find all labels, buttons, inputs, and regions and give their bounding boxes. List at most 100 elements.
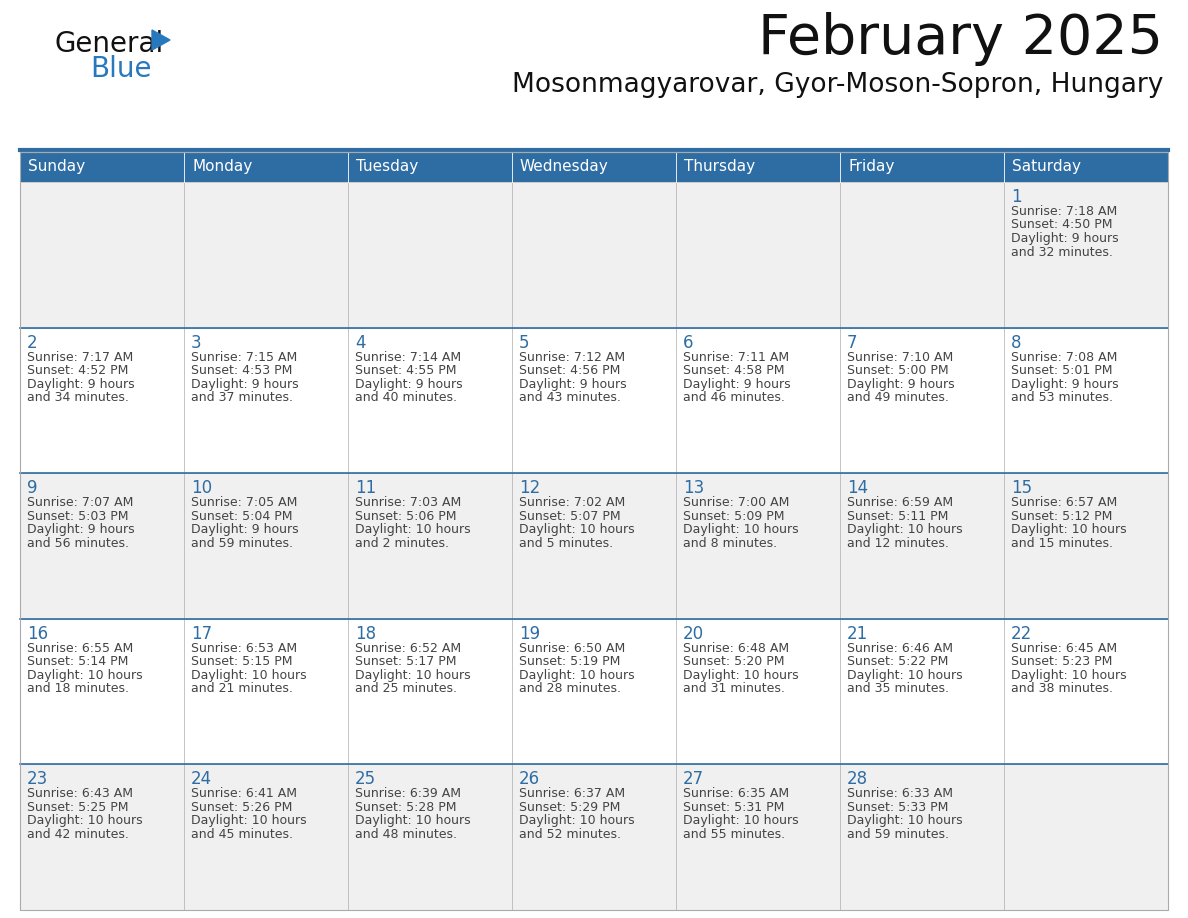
Text: Daylight: 10 hours: Daylight: 10 hours (683, 669, 798, 682)
Text: and 59 minutes.: and 59 minutes. (191, 537, 293, 550)
Text: Sunset: 4:50 PM: Sunset: 4:50 PM (1011, 218, 1112, 231)
Text: 19: 19 (519, 625, 541, 643)
Text: Sunrise: 7:10 AM: Sunrise: 7:10 AM (847, 351, 953, 364)
Text: Sunrise: 6:59 AM: Sunrise: 6:59 AM (847, 497, 953, 509)
Text: Blue: Blue (90, 55, 152, 83)
Text: Daylight: 10 hours: Daylight: 10 hours (191, 669, 307, 682)
Text: 28: 28 (847, 770, 868, 789)
Text: Sunrise: 7:17 AM: Sunrise: 7:17 AM (27, 351, 133, 364)
Bar (348, 765, 512, 910)
Bar (20, 619, 184, 765)
Text: Daylight: 10 hours: Daylight: 10 hours (847, 814, 962, 827)
Bar (676, 328, 840, 473)
Text: Daylight: 9 hours: Daylight: 9 hours (191, 377, 298, 390)
Text: Daylight: 9 hours: Daylight: 9 hours (1011, 377, 1119, 390)
Text: 23: 23 (27, 770, 49, 789)
Text: Daylight: 9 hours: Daylight: 9 hours (191, 523, 298, 536)
Text: Sunset: 5:06 PM: Sunset: 5:06 PM (355, 509, 456, 522)
Text: February 2025: February 2025 (758, 12, 1163, 66)
Text: and 34 minutes.: and 34 minutes. (27, 391, 128, 404)
Text: Daylight: 10 hours: Daylight: 10 hours (683, 814, 798, 827)
Text: Daylight: 10 hours: Daylight: 10 hours (1011, 669, 1126, 682)
Bar (20, 765, 184, 910)
Text: General: General (55, 30, 164, 58)
Bar (20, 152, 1168, 910)
Text: Sunset: 4:58 PM: Sunset: 4:58 PM (683, 364, 784, 377)
Bar (676, 152, 840, 182)
Text: Sunrise: 6:50 AM: Sunrise: 6:50 AM (519, 642, 625, 655)
Text: Daylight: 9 hours: Daylight: 9 hours (27, 523, 134, 536)
Text: Sunrise: 6:37 AM: Sunrise: 6:37 AM (519, 788, 625, 800)
Text: and 35 minutes.: and 35 minutes. (847, 682, 949, 695)
Text: Wednesday: Wednesday (520, 160, 608, 174)
Text: and 38 minutes.: and 38 minutes. (1011, 682, 1113, 695)
Text: Sunset: 5:17 PM: Sunset: 5:17 PM (355, 655, 456, 668)
Text: Sunset: 5:20 PM: Sunset: 5:20 PM (683, 655, 784, 668)
Text: 2: 2 (27, 333, 38, 352)
Bar (184, 619, 348, 765)
Bar (1004, 765, 1168, 910)
Bar (840, 328, 1004, 473)
Bar (512, 765, 676, 910)
Text: Sunrise: 7:00 AM: Sunrise: 7:00 AM (683, 497, 789, 509)
Bar (20, 182, 184, 328)
Bar (840, 473, 1004, 619)
Text: Sunset: 5:15 PM: Sunset: 5:15 PM (191, 655, 292, 668)
Text: Daylight: 9 hours: Daylight: 9 hours (355, 377, 462, 390)
Text: 1: 1 (1011, 188, 1022, 206)
Text: and 21 minutes.: and 21 minutes. (191, 682, 293, 695)
Text: and 37 minutes.: and 37 minutes. (191, 391, 293, 404)
Bar (840, 152, 1004, 182)
Bar (676, 473, 840, 619)
Text: Sunrise: 7:15 AM: Sunrise: 7:15 AM (191, 351, 297, 364)
Text: Sunset: 4:55 PM: Sunset: 4:55 PM (355, 364, 456, 377)
Text: Sunrise: 6:43 AM: Sunrise: 6:43 AM (27, 788, 133, 800)
Text: Sunset: 5:26 PM: Sunset: 5:26 PM (191, 800, 292, 814)
Bar (348, 619, 512, 765)
Text: Daylight: 10 hours: Daylight: 10 hours (519, 523, 634, 536)
Bar (184, 152, 348, 182)
Text: 3: 3 (191, 333, 202, 352)
Text: Daylight: 10 hours: Daylight: 10 hours (683, 523, 798, 536)
Text: Daylight: 10 hours: Daylight: 10 hours (355, 523, 470, 536)
Text: Daylight: 9 hours: Daylight: 9 hours (27, 377, 134, 390)
Bar (840, 182, 1004, 328)
Text: Daylight: 10 hours: Daylight: 10 hours (27, 814, 143, 827)
Text: Sunset: 5:22 PM: Sunset: 5:22 PM (847, 655, 948, 668)
Bar (1004, 473, 1168, 619)
Text: Sunrise: 6:45 AM: Sunrise: 6:45 AM (1011, 642, 1117, 655)
Text: 26: 26 (519, 770, 541, 789)
Text: Sunset: 5:33 PM: Sunset: 5:33 PM (847, 800, 948, 814)
Text: 27: 27 (683, 770, 704, 789)
Text: Sunrise: 6:57 AM: Sunrise: 6:57 AM (1011, 497, 1117, 509)
Bar (184, 473, 348, 619)
Text: and 59 minutes.: and 59 minutes. (847, 828, 949, 841)
Text: Sunrise: 6:53 AM: Sunrise: 6:53 AM (191, 642, 297, 655)
Text: Sunset: 4:53 PM: Sunset: 4:53 PM (191, 364, 292, 377)
Text: Sunset: 5:04 PM: Sunset: 5:04 PM (191, 509, 292, 522)
Bar (1004, 152, 1168, 182)
Text: Sunset: 5:31 PM: Sunset: 5:31 PM (683, 800, 784, 814)
Text: 14: 14 (847, 479, 868, 498)
Text: 11: 11 (355, 479, 377, 498)
Text: 5: 5 (519, 333, 530, 352)
Text: Sunrise: 7:18 AM: Sunrise: 7:18 AM (1011, 205, 1117, 218)
Text: and 48 minutes.: and 48 minutes. (355, 828, 457, 841)
Text: Sunrise: 6:52 AM: Sunrise: 6:52 AM (355, 642, 461, 655)
Text: Sunset: 5:23 PM: Sunset: 5:23 PM (1011, 655, 1112, 668)
Bar (348, 182, 512, 328)
Text: Daylight: 9 hours: Daylight: 9 hours (1011, 232, 1119, 245)
Text: Monday: Monday (192, 160, 252, 174)
Text: Sunset: 5:28 PM: Sunset: 5:28 PM (355, 800, 456, 814)
Text: Sunrise: 7:08 AM: Sunrise: 7:08 AM (1011, 351, 1118, 364)
Text: Sunrise: 7:12 AM: Sunrise: 7:12 AM (519, 351, 625, 364)
Text: and 32 minutes.: and 32 minutes. (1011, 245, 1113, 259)
Bar (184, 182, 348, 328)
Text: 7: 7 (847, 333, 858, 352)
Text: Sunset: 5:19 PM: Sunset: 5:19 PM (519, 655, 620, 668)
Bar (1004, 182, 1168, 328)
Text: Daylight: 10 hours: Daylight: 10 hours (355, 814, 470, 827)
Bar (184, 328, 348, 473)
Text: Daylight: 10 hours: Daylight: 10 hours (27, 669, 143, 682)
Text: 6: 6 (683, 333, 694, 352)
